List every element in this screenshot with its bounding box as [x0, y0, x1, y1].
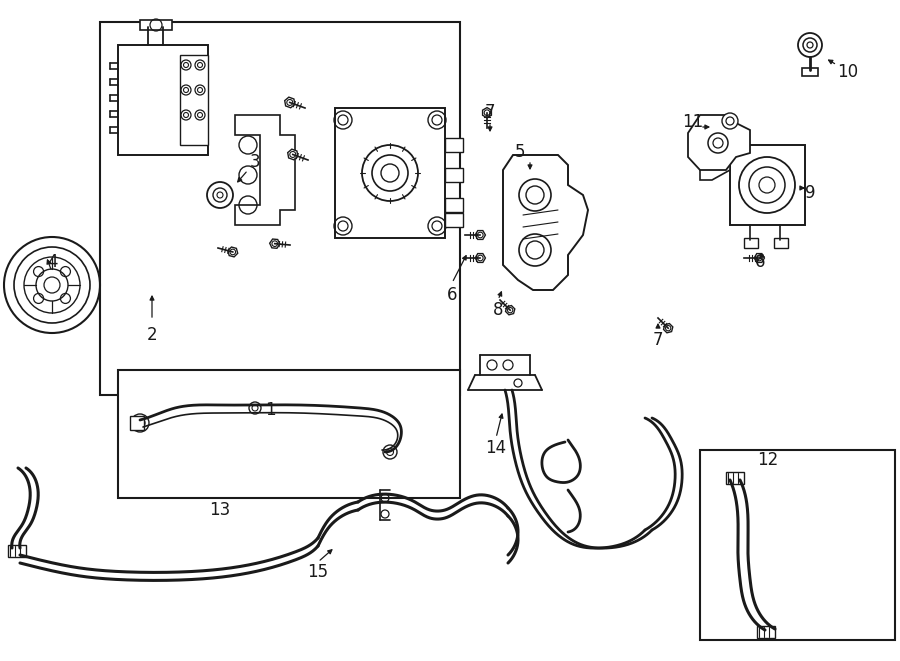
Circle shape — [798, 33, 822, 57]
Circle shape — [503, 360, 513, 370]
Circle shape — [131, 414, 149, 432]
Bar — [130, 416, 144, 430]
Text: 11: 11 — [682, 113, 704, 131]
Polygon shape — [288, 149, 298, 160]
Text: 9: 9 — [805, 184, 815, 202]
Polygon shape — [475, 231, 485, 239]
Text: 6: 6 — [446, 286, 457, 304]
Bar — [118, 370, 460, 498]
Polygon shape — [663, 323, 673, 333]
Polygon shape — [754, 254, 764, 262]
Polygon shape — [228, 247, 238, 257]
Bar — [726, 472, 744, 484]
Polygon shape — [503, 155, 588, 290]
Polygon shape — [284, 97, 295, 108]
Text: 2: 2 — [147, 326, 158, 344]
Bar — [445, 198, 463, 212]
Circle shape — [207, 182, 233, 208]
Circle shape — [383, 445, 397, 459]
Bar — [730, 145, 805, 225]
Polygon shape — [475, 254, 485, 262]
Polygon shape — [688, 115, 750, 170]
Bar — [445, 213, 463, 227]
Polygon shape — [270, 239, 280, 249]
Text: 5: 5 — [515, 143, 526, 161]
Bar — [335, 108, 445, 238]
Bar — [100, 22, 460, 395]
Bar — [757, 626, 775, 638]
Text: 13: 13 — [210, 501, 230, 519]
Text: 10: 10 — [837, 63, 859, 81]
Bar — [744, 238, 758, 248]
Text: 12: 12 — [758, 451, 778, 469]
Text: 14: 14 — [485, 439, 507, 457]
Text: 7: 7 — [485, 103, 495, 121]
Bar — [8, 545, 26, 557]
Text: 6: 6 — [755, 253, 765, 271]
Polygon shape — [482, 108, 491, 118]
Bar — [445, 138, 463, 152]
Circle shape — [514, 379, 522, 387]
Text: 7: 7 — [652, 331, 663, 349]
Bar — [180, 55, 208, 145]
Bar — [700, 450, 895, 640]
Text: 1: 1 — [265, 401, 275, 419]
Polygon shape — [235, 115, 295, 225]
Bar — [802, 68, 818, 76]
Circle shape — [487, 360, 497, 370]
Text: 3: 3 — [249, 153, 260, 171]
Text: 8: 8 — [493, 301, 503, 319]
Bar — [118, 45, 208, 155]
Circle shape — [249, 402, 261, 414]
Bar — [445, 168, 463, 182]
Bar — [774, 238, 788, 248]
Circle shape — [722, 113, 738, 129]
Text: 4: 4 — [47, 253, 58, 271]
Polygon shape — [700, 155, 730, 180]
Bar — [140, 20, 172, 30]
Polygon shape — [506, 305, 515, 315]
Text: 15: 15 — [308, 563, 328, 581]
